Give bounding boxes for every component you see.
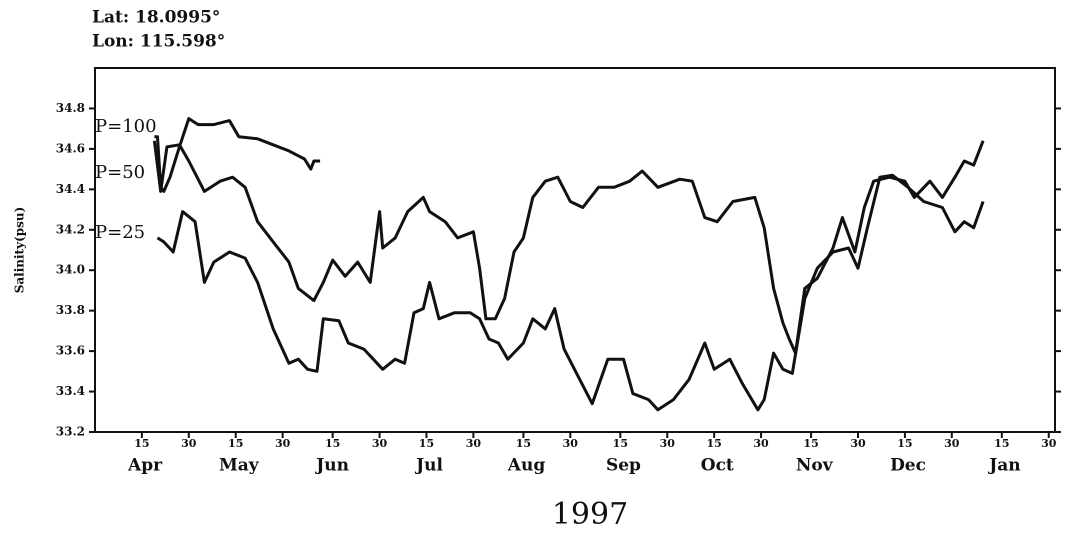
x-tick-label: 30 [372,437,388,450]
x-tick-label: 15 [134,437,149,450]
x-tick-label: 15 [994,437,1009,450]
x-tick-label: 30 [563,437,579,450]
y-tick-label: 33.6 [56,344,85,358]
series-line [156,173,985,412]
month-label: May [219,456,260,476]
y-tick-label: 34.0 [56,263,85,277]
y-tick-label: 34.6 [56,141,85,155]
y-tick-label: 33.4 [56,384,85,398]
x-tick-label: 30 [850,437,866,450]
x-tick-label: 15 [419,437,434,450]
month-label: Sep [606,456,641,476]
x-axis-label: 1997 [552,497,628,532]
x-tick-label: 30 [1041,437,1057,450]
series-line [152,140,985,355]
x-tick-label: 15 [325,437,340,450]
month-label: Jun [314,456,349,476]
series-line [154,117,321,193]
x-tick-label: 30 [181,437,197,450]
y-tick-label: 34.8 [56,101,85,115]
x-tick-label: 15 [803,437,818,450]
month-label: Apr [127,456,163,476]
annotation: Lat: 18.0995° [92,8,220,28]
x-tick-label: 30 [944,437,960,450]
month-label: Nov [796,456,834,476]
y-axis-label: Salinity(psu) [13,207,27,294]
x-tick-label: 15 [516,437,531,450]
plot-frame [94,67,1056,433]
month-label: Oct [701,456,734,476]
x-tick-label: 30 [753,437,769,450]
month-label: Aug [507,456,546,476]
month-label: Jan [987,456,1020,476]
month-label: Jul [414,456,443,476]
legend-label: P=100 [95,116,157,137]
month-label: Dec [890,456,926,476]
x-tick-label: 30 [660,437,676,450]
y-tick-label: 33.2 [56,425,85,439]
y-tick-label: 33.8 [56,303,85,317]
x-tick-label: 15 [706,437,721,450]
x-tick-label: 30 [275,437,291,450]
x-tick-label: 15 [613,437,628,450]
legend-label: P=25 [95,222,145,243]
x-tick-label: 15 [897,437,912,450]
y-tick-label: 34.4 [56,182,85,196]
y-tick-label: 34.2 [56,222,85,236]
x-tick-label: 15 [228,437,243,450]
legend-label: P=50 [95,162,145,183]
annotation: Lon: 115.598° [92,32,225,52]
x-tick-label: 30 [466,437,482,450]
